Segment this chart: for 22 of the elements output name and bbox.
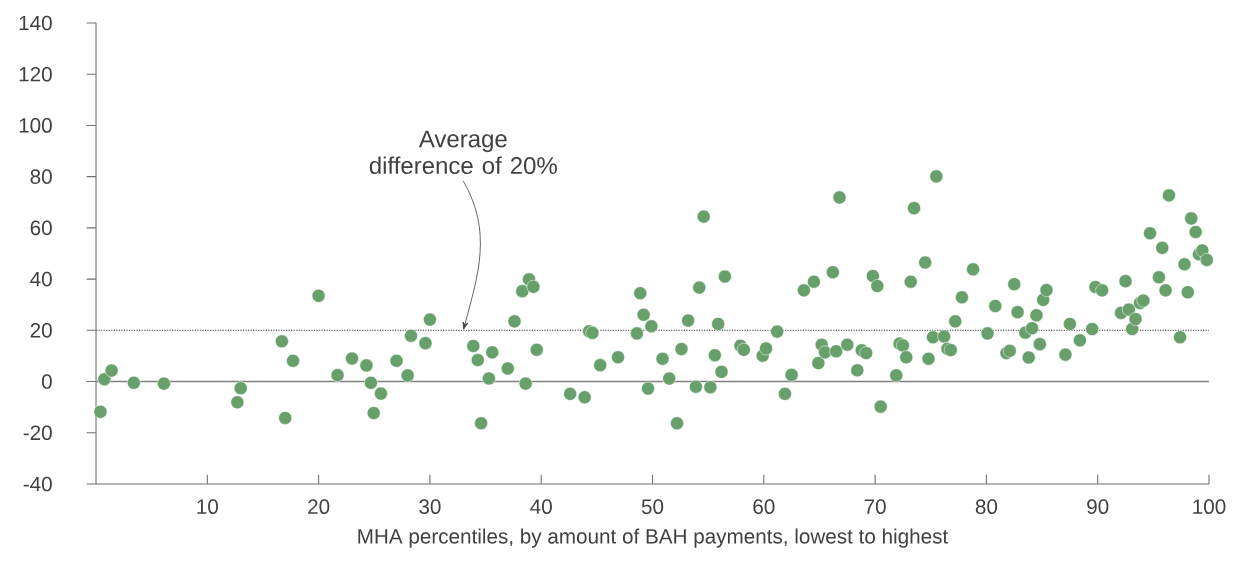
x-tick-label: 60 xyxy=(753,499,775,514)
y-tick-label: 40 xyxy=(30,271,52,287)
x-tick-label: 100 xyxy=(1193,499,1226,514)
x-tick-label: 70 xyxy=(864,499,886,514)
y-tick-label: -40 xyxy=(23,476,52,492)
x-tick-label: 20 xyxy=(308,499,330,514)
y-tick-label: 80 xyxy=(30,169,52,184)
x-tick-label: 10 xyxy=(197,499,218,514)
y-tick-label: 60 xyxy=(30,220,52,236)
y-tick-label: -20 xyxy=(23,425,52,441)
y-tick-label: 120 xyxy=(19,66,52,82)
y-tick-label: 0 xyxy=(41,374,52,389)
annotation: Average difference of 20% xyxy=(369,130,557,175)
y-tick-label: 140 xyxy=(19,15,52,31)
x-tick-label: 30 xyxy=(419,499,441,514)
x-tick-label: 80 xyxy=(975,499,998,514)
x-tick-label: 90 xyxy=(1087,499,1109,514)
y-tick-label: 100 xyxy=(19,118,52,133)
y-tick-label: 20 xyxy=(30,323,52,338)
x-tick-label: 40 xyxy=(530,499,552,514)
x-axis-title: MHA percentiles, by amount of BAH payments, lowest to highest xyxy=(358,528,949,548)
x-tick-label: 50 xyxy=(641,499,664,514)
